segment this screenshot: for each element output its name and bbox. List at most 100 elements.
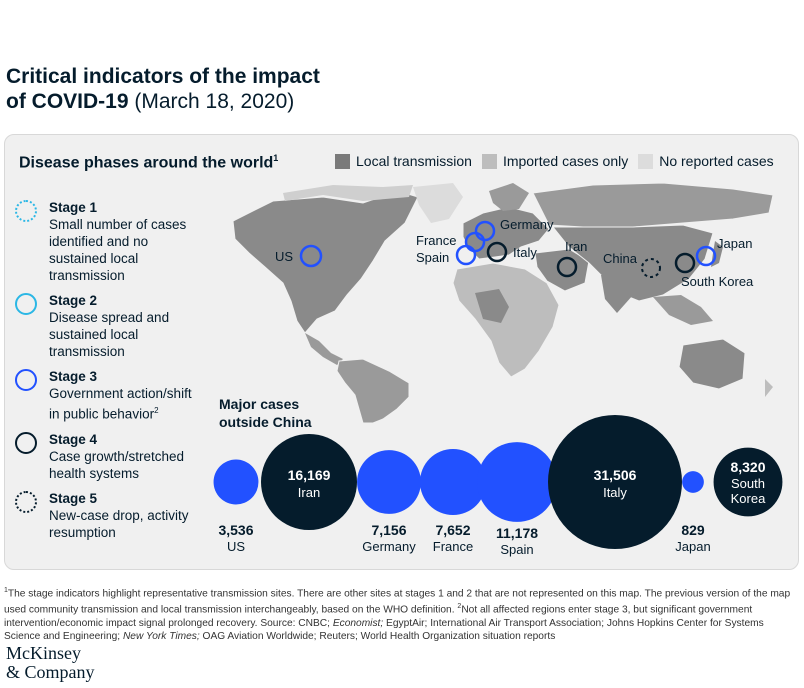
bubble-value-spain: 11,178 — [496, 525, 538, 541]
bubble-value-japan: 829 — [681, 522, 705, 538]
legend-swatch — [335, 153, 350, 169]
stage-3: Stage 3 Government action/shift in publi… — [15, 368, 205, 423]
footnote-text-3: EgyptAir; International Air Transport As… — [4, 617, 764, 642]
map-label-iran: Iran — [565, 239, 588, 254]
bubble-value-south-korea: 8,320 — [730, 459, 765, 475]
map-south-america — [336, 358, 410, 423]
map-label-germany: Germany — [500, 217, 554, 232]
stage-desc: Disease spread and sustained local trans… — [49, 310, 170, 359]
marker-italy — [486, 241, 508, 263]
bubble-label-south-korea-2: Korea — [731, 491, 766, 506]
panel-heading-text: Disease phases around the world — [19, 154, 274, 172]
map-label-italy: Italy — [513, 245, 537, 260]
stage-2-ring-icon — [15, 293, 37, 315]
map-asia — [551, 224, 714, 302]
bubble-label-spain: Spain — [500, 542, 533, 557]
stage-title: Stage 5 — [49, 490, 98, 506]
map-label-france: France — [416, 233, 457, 248]
bubble-label-iran: Iran — [298, 485, 320, 500]
bubble-label-south-korea: South — [731, 476, 765, 491]
panel-heading-footnote-ref: 1 — [273, 153, 279, 163]
stage-title: Stage 2 — [49, 293, 98, 308]
stage-desc: Case growth/stretched health systems — [49, 448, 185, 481]
footnote-text-2: Not all affected regions enter stage 3, … — [4, 604, 753, 629]
title-line-2: of COVID-19 (March 18, 2020) — [6, 89, 426, 114]
map-scandinavia — [489, 183, 529, 211]
map-markers — [299, 220, 717, 278]
map-nz — [765, 379, 773, 397]
marker-iran — [556, 256, 578, 278]
legend-label: Imported cases only — [502, 153, 629, 169]
stage-4-ring-icon — [15, 431, 37, 454]
map-india — [601, 273, 633, 313]
map-australia — [678, 338, 746, 390]
legend-item-local: Local transmission — [335, 153, 472, 169]
stage-legend: Stage 1 Small number of cases identified… — [15, 199, 205, 549]
stage-title: Stage 4 — [49, 431, 98, 447]
legend-swatch — [481, 153, 497, 169]
map-middle-east — [534, 248, 590, 292]
stage-desc: Small number of cases identified and no … — [49, 217, 187, 283]
map-legend: Local transmission Imported cases only N… — [335, 153, 784, 169]
stage-5-ring-icon — [15, 490, 37, 513]
footnote-ref-1: 1 — [4, 587, 8, 594]
bubble-label-france: France — [433, 539, 473, 554]
footnote-ref-2: 2 — [457, 603, 462, 611]
title-bold: of COVID-19 — [6, 90, 129, 113]
bubble-germany — [357, 450, 421, 514]
bubble-italy — [548, 415, 682, 549]
footnote-text-4: OAG Aviation Worldwide; Reuters; World H… — [202, 630, 556, 642]
marker-china — [641, 258, 661, 278]
legend-item-none: No reported cases — [638, 153, 774, 169]
bubble-label-japan: Japan — [675, 539, 710, 554]
brand-line-1: McKinsey — [6, 643, 81, 663]
marker-spain — [455, 244, 477, 266]
map-label-japan: Japan — [717, 236, 753, 251]
map-africa — [452, 262, 560, 378]
cases-title: Major cases outside China — [219, 396, 312, 430]
bubble-japan — [682, 471, 704, 493]
stage-1: Stage 1 Small number of cases identified… — [15, 199, 205, 284]
legend-swatch — [638, 153, 654, 169]
marker-japan — [695, 245, 717, 267]
bubble-label-germany: Germany — [362, 539, 416, 554]
stage-title: Stage 3 — [49, 369, 98, 384]
stage-5: Stage 5 New-case drop, activity resumpti… — [15, 490, 205, 541]
bubble-south-korea — [713, 447, 783, 517]
chart-title: Critical indicators of the impact of COV… — [6, 64, 426, 114]
map-se-asia — [653, 295, 713, 325]
stage-desc-text: Government action/shift in public behavi… — [49, 386, 192, 422]
bubble-label-italy: Italy — [603, 485, 627, 500]
title-date: (March 18, 2020) — [128, 90, 295, 113]
bubble-value-italy: 31,506 — [594, 467, 637, 483]
stage-2: Stage 2 Disease spread and sustained loc… — [15, 292, 205, 360]
legend-label: No reported cases — [659, 153, 774, 169]
legend-label: Local transmission — [356, 153, 472, 169]
stage-3-ring-icon — [15, 369, 37, 391]
bubble-france — [419, 448, 487, 516]
stage-1-ring-icon — [15, 200, 37, 222]
title-line-1: Critical indicators of the impact — [6, 65, 320, 88]
stage-desc-footnote-ref: 2 — [154, 406, 159, 415]
panel-heading: Disease phases around the world1 — [19, 153, 278, 172]
marker-us — [299, 244, 323, 268]
map-greenland — [413, 183, 463, 223]
map-canada-north — [283, 185, 413, 201]
map-label-south-korea: South Korea — [681, 274, 754, 289]
bubble-value-iran: 16,169 — [288, 467, 331, 483]
bubble-value-us: 3,536 — [218, 522, 253, 538]
chart-panel: Disease phases around the world1 Local t… — [4, 134, 799, 570]
map-label-china: China — [603, 251, 637, 266]
stage-4: Stage 4 Case growth/stretched health sys… — [15, 431, 205, 482]
brand-line-2: & Company — [6, 662, 95, 682]
map-label-spain: Spain — [416, 250, 450, 265]
bubble-value-france: 7,652 — [435, 522, 470, 538]
footnote-source-economist: Economist; — [332, 617, 384, 629]
bubble-spain — [477, 442, 557, 522]
legend-item-imported: Imported cases only — [481, 153, 629, 169]
bubble-label-us: US — [227, 539, 245, 554]
map-africa-local — [475, 289, 509, 323]
world-map — [232, 183, 774, 423]
stage-desc: Government action/shift in public behavi… — [49, 385, 205, 423]
